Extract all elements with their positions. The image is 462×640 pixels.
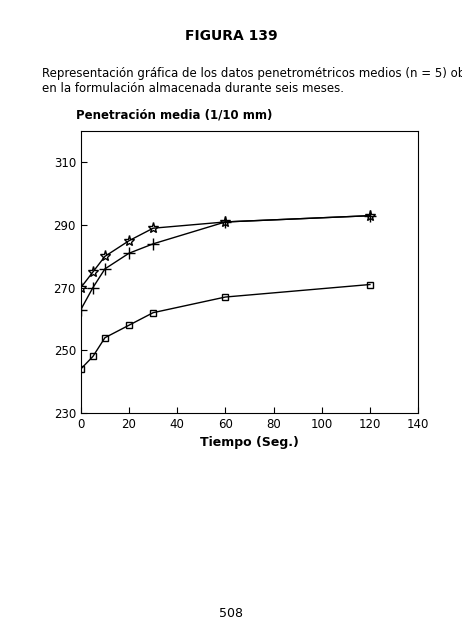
Text: Representación gráfica de los datos penetrométricos medios (n = 5) obtenidos: Representación gráfica de los datos pene… [42, 67, 462, 80]
X-axis label: Tiempo (Seg.): Tiempo (Seg.) [200, 436, 299, 449]
Text: FIGURA 139: FIGURA 139 [185, 29, 277, 43]
Text: Penetración media (1/10 mm): Penetración media (1/10 mm) [76, 109, 273, 122]
Text: en la formulación almacenada durante seis meses.: en la formulación almacenada durante sei… [42, 82, 344, 95]
Text: 508: 508 [219, 607, 243, 620]
